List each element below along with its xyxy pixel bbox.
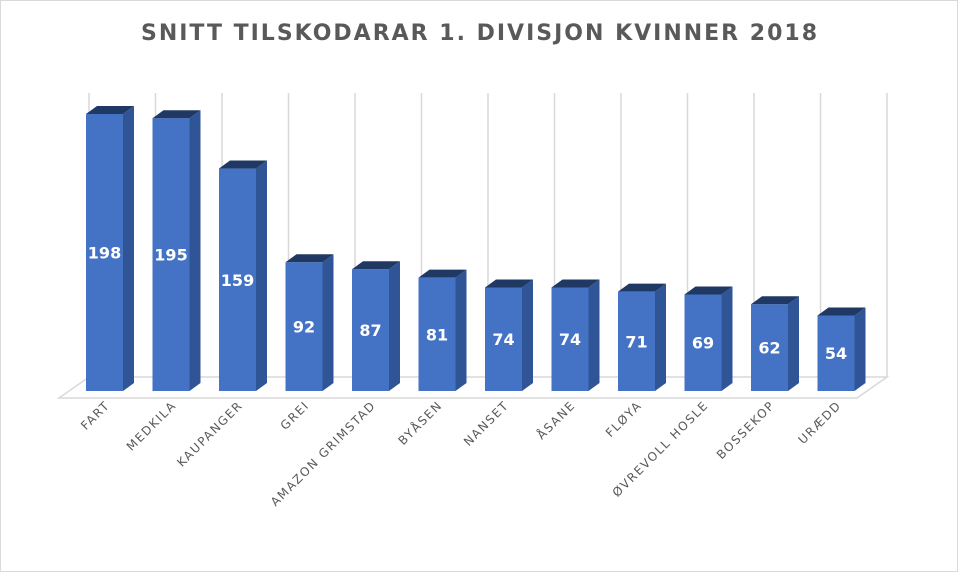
category-label: KAUPANGER (174, 398, 245, 469)
bar-side (256, 160, 267, 391)
bar-front (219, 168, 256, 391)
data-label: 74 (492, 330, 514, 349)
category-label: FART (78, 398, 113, 433)
bar-top (684, 286, 733, 295)
bar: 69 (684, 286, 733, 391)
bar-front (86, 113, 123, 392)
bar-front (485, 287, 522, 391)
bar-top (485, 279, 533, 288)
bar-side (455, 269, 467, 391)
category-label: URÆDD (795, 398, 844, 447)
bar-top (618, 283, 666, 292)
bar-front (352, 269, 389, 391)
data-label: 198 (88, 243, 121, 262)
bar-top (751, 296, 799, 305)
bar: 159 (219, 160, 267, 391)
bar: 74 (485, 279, 533, 391)
chart-title: SNITT TILSKODARAR 1. DIVISJON KVINNER 20… (140, 21, 820, 46)
bar: 198 (86, 105, 134, 392)
data-label: 92 (293, 318, 315, 337)
category-label: MEDKILA (124, 398, 179, 453)
bar-front (418, 277, 456, 391)
bar-side (788, 296, 799, 391)
bar-side (189, 110, 201, 391)
bar-top (352, 261, 400, 270)
bar: 92 (285, 254, 334, 391)
bar: 74 (551, 279, 600, 391)
bar-side (322, 254, 334, 391)
bar-side (389, 261, 400, 391)
data-label: 87 (359, 321, 381, 340)
bar-front (817, 315, 855, 391)
data-label: 81 (426, 325, 448, 344)
bar: 87 (352, 261, 400, 391)
bar-front (285, 262, 323, 391)
data-label: 74 (559, 330, 581, 349)
bar-front (618, 291, 655, 391)
category-label: BOSSEKOP (714, 398, 778, 462)
data-label: 195 (154, 246, 187, 265)
bar-front (551, 287, 589, 391)
data-label: 71 (625, 332, 647, 351)
category-label: GREI (278, 398, 312, 432)
bar-side (655, 283, 666, 391)
category-label: FLØYA (603, 398, 645, 440)
bar: 195 (152, 110, 201, 391)
data-label: 159 (221, 271, 254, 290)
bar: 54 (817, 307, 866, 391)
bar-side (854, 307, 866, 391)
bars: 198 195 159 92 87 81 74 74 71 69 62 54 (86, 105, 866, 392)
bar-top (551, 279, 600, 288)
bar-top (86, 105, 134, 114)
bar-front (152, 118, 190, 391)
bar-side (522, 279, 533, 391)
bar-top (219, 160, 267, 169)
bar: 81 (418, 269, 467, 391)
category-label: BYÅSEN (395, 398, 445, 448)
bar-top (152, 110, 201, 119)
bar-side (123, 105, 134, 392)
category-label: NANSET (461, 398, 512, 449)
bar-top (285, 254, 334, 263)
bar-front (684, 294, 722, 391)
category-label: ÅSANE (533, 398, 578, 443)
bar: 71 (618, 283, 666, 391)
data-label: 69 (692, 334, 714, 353)
bar: 62 (751, 296, 799, 391)
bar-side (588, 279, 600, 391)
bar-front (751, 304, 788, 391)
bar-top (418, 269, 467, 278)
bar-side (721, 286, 733, 391)
data-label: 62 (758, 339, 780, 358)
data-label: 54 (825, 344, 847, 363)
bar-top (817, 307, 866, 316)
